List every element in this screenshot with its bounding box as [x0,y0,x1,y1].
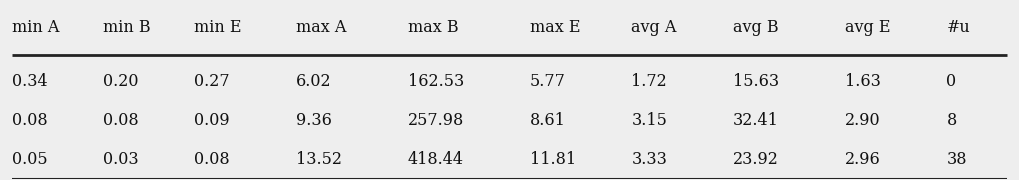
Text: 11.81: 11.81 [530,151,576,168]
Text: min E: min E [195,19,242,36]
Text: 1.72: 1.72 [632,73,667,90]
Text: 3.15: 3.15 [632,112,667,129]
Text: min A: min A [11,19,59,36]
Text: 5.77: 5.77 [530,73,566,90]
Text: max E: max E [530,19,581,36]
Text: 0.08: 0.08 [103,112,139,129]
Text: 32.41: 32.41 [733,112,779,129]
Text: 257.98: 257.98 [408,112,464,129]
Text: 1.63: 1.63 [845,73,880,90]
Text: min B: min B [103,19,151,36]
Text: 0: 0 [947,73,957,90]
Text: avg B: avg B [733,19,779,36]
Text: 8.61: 8.61 [530,112,566,129]
Text: 0.08: 0.08 [195,151,230,168]
Text: 23.92: 23.92 [733,151,779,168]
Text: #u: #u [947,19,970,36]
Text: 0.34: 0.34 [11,73,47,90]
Text: 6.02: 6.02 [297,73,332,90]
Text: 2.96: 2.96 [845,151,880,168]
Text: 0.20: 0.20 [103,73,139,90]
Text: 3.33: 3.33 [632,151,667,168]
Text: avg A: avg A [632,19,677,36]
Text: avg E: avg E [845,19,891,36]
Text: 0.03: 0.03 [103,151,139,168]
Text: 0.27: 0.27 [195,73,230,90]
Text: 38: 38 [947,151,967,168]
Text: 13.52: 13.52 [297,151,342,168]
Text: 0.08: 0.08 [11,112,47,129]
Text: 2.90: 2.90 [845,112,880,129]
Text: 15.63: 15.63 [733,73,780,90]
Text: 9.36: 9.36 [297,112,332,129]
Text: 0.05: 0.05 [11,151,47,168]
Text: max B: max B [408,19,459,36]
Text: 418.44: 418.44 [408,151,464,168]
Text: 8: 8 [947,112,957,129]
Text: 162.53: 162.53 [408,73,464,90]
Text: 0.09: 0.09 [195,112,230,129]
Text: max A: max A [297,19,346,36]
